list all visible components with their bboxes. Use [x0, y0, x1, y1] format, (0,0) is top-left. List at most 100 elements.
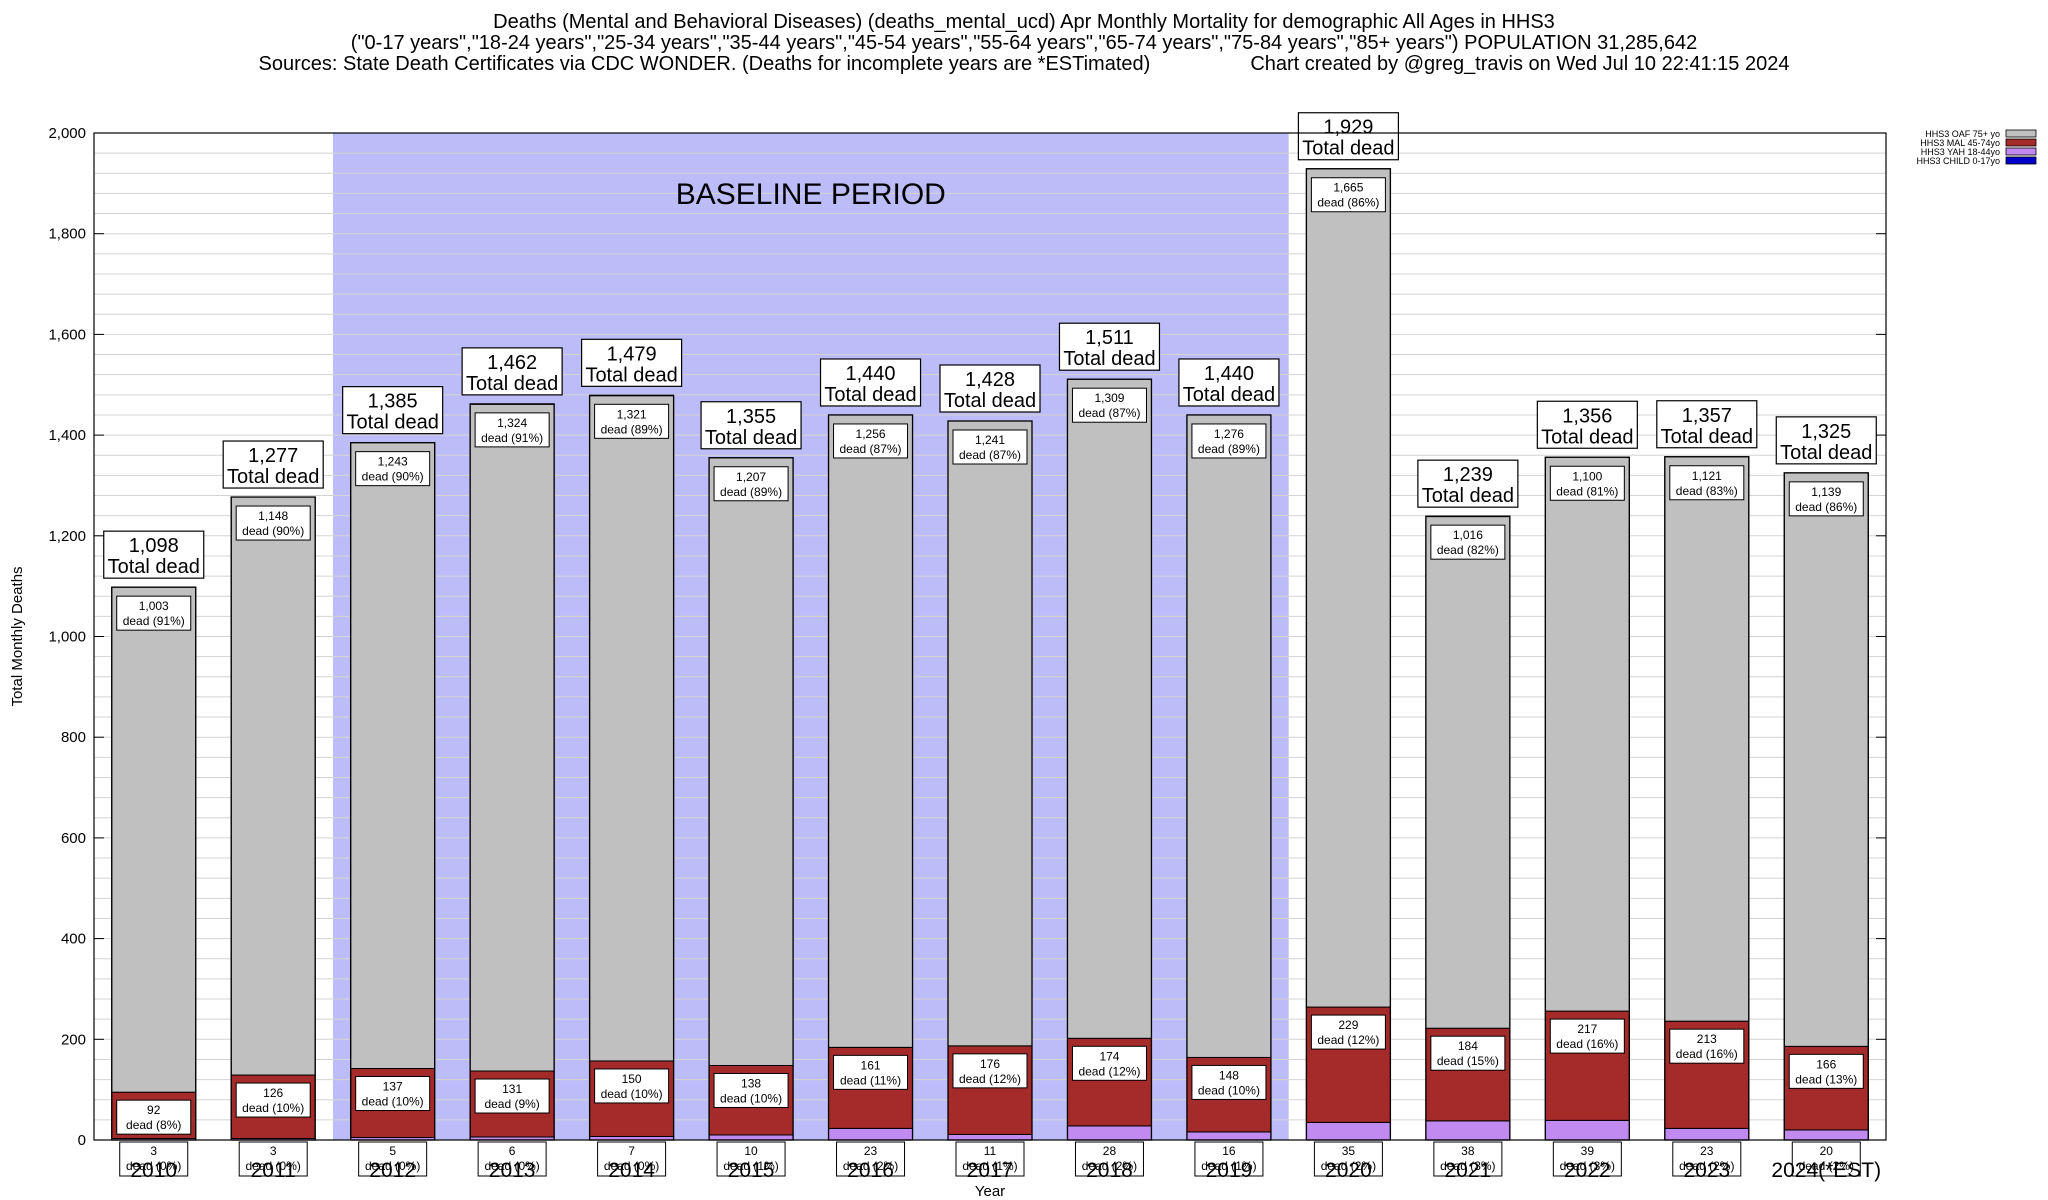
total-value-label: 1,357 — [1682, 405, 1732, 427]
total-label-box — [580, 338, 683, 387]
oaf-pct-label: dead (87%) — [1078, 406, 1140, 420]
bar-segment — [1066, 1125, 1152, 1141]
bar-segment — [708, 457, 794, 1066]
x-tick-label: 2016 — [847, 1159, 894, 1182]
oaf-label-box — [1310, 177, 1386, 213]
y-tick-label: 1,200 — [48, 528, 86, 545]
yah-pct-label: dead (0%) — [484, 1159, 539, 1173]
yah-value-label: 10 — [744, 1144, 758, 1158]
yah-pct-label: dead (3%) — [1560, 1159, 1615, 1173]
mal-pct-label: dead (16%) — [1676, 1047, 1738, 1061]
mal-label-box — [474, 1078, 550, 1114]
oaf-pct-label: dead (87%) — [840, 442, 902, 456]
mal-label-box — [235, 1082, 311, 1118]
mal-label-box — [1549, 1018, 1625, 1054]
bar-segment — [111, 586, 197, 1093]
bar-segment — [1425, 516, 1511, 1029]
x-tick-label: 2011 — [251, 1159, 296, 1182]
yah-value-label: 3 — [150, 1144, 157, 1158]
x-tick-label: 2013 — [489, 1159, 536, 1182]
legend-label: HHS3 MAL 45-74yo — [1920, 138, 2000, 148]
total-suffix-label: Total dead — [227, 466, 319, 488]
total-suffix-label: Total dead — [1302, 138, 1394, 160]
oaf-value-label: 1,665 — [1333, 181, 1363, 195]
mal-pct-label: dead (10%) — [1198, 1083, 1260, 1097]
total-value-label: 1,462 — [487, 352, 537, 374]
yah-label-box — [1552, 1141, 1622, 1177]
y-tick-label: 0 — [78, 1132, 86, 1149]
x-axis-label: Year — [975, 1183, 1005, 1200]
mal-value-label: 161 — [861, 1058, 881, 1072]
bar-segment — [947, 1133, 1033, 1141]
yah-pct-label: dead (2%) — [1321, 1159, 1376, 1173]
x-tick-label: 2023 — [1683, 1159, 1730, 1182]
mal-label-box — [1191, 1064, 1267, 1100]
bar-segment — [1664, 1127, 1750, 1141]
bar-segment — [947, 420, 1033, 1047]
y-tick-label: 1,600 — [48, 326, 86, 343]
yah-pct-label: dead (0%) — [246, 1159, 301, 1173]
mal-value-label: 166 — [1816, 1057, 1836, 1071]
x-tick-label: 2021 — [1445, 1159, 1492, 1182]
mal-pct-label: dead (10%) — [362, 1095, 424, 1109]
baseline-period-label: BASELINE PERIOD — [676, 178, 946, 211]
y-tick-label: 600 — [61, 830, 86, 847]
oaf-pct-label: dead (90%) — [362, 470, 424, 484]
yah-value-label: 7 — [628, 1144, 635, 1158]
oaf-value-label: 1,016 — [1453, 528, 1483, 542]
mal-pct-label: dead (11%) — [840, 1073, 901, 1087]
oaf-pct-label: dead (81%) — [1556, 484, 1618, 498]
oaf-value-label: 1,243 — [378, 455, 408, 469]
bar-segment — [1066, 378, 1152, 1039]
yah-pct-label: dead (2%) — [1679, 1159, 1734, 1173]
mal-label-box — [952, 1053, 1028, 1089]
yah-label-box — [477, 1141, 547, 1177]
yah-value-label: 39 — [1581, 1144, 1595, 1158]
oaf-pct-label: dead (89%) — [720, 485, 782, 499]
yah-pct-label: dead (0%) — [604, 1159, 659, 1173]
yah-value-label: 23 — [1700, 1144, 1714, 1158]
total-value-label: 1,440 — [846, 363, 896, 385]
mal-label-box — [1430, 1035, 1506, 1071]
oaf-label-box — [116, 595, 192, 631]
total-label-box — [1058, 322, 1161, 371]
y-tick-label: 1,000 — [48, 629, 86, 646]
mal-pct-label: dead (10%) — [242, 1101, 304, 1115]
oaf-pct-label: dead (91%) — [123, 614, 185, 628]
total-value-label: 1,277 — [248, 445, 298, 467]
oaf-value-label: 1,321 — [617, 407, 647, 421]
total-suffix-label: Total dead — [347, 412, 439, 434]
total-label-box — [700, 401, 802, 450]
oaf-pct-label: dead (86%) — [1795, 500, 1857, 514]
total-value-label: 1,098 — [129, 535, 179, 557]
bar-segment — [1544, 456, 1630, 1012]
oaf-value-label: 1,003 — [139, 599, 169, 613]
total-suffix-label: Total dead — [1780, 442, 1872, 464]
oaf-pct-label: dead (83%) — [1676, 484, 1738, 498]
oaf-value-label: 1,241 — [975, 433, 1005, 447]
oaf-label-box — [833, 423, 909, 459]
title-line-1: Deaths (Mental and Behavioral Diseases) … — [493, 11, 1555, 33]
total-label-box — [342, 386, 444, 435]
mal-pct-label: dead (10%) — [601, 1087, 663, 1101]
mal-value-label: 138 — [741, 1076, 761, 1090]
mal-label-box — [355, 1076, 431, 1112]
yah-pct-label: dead (0%) — [126, 1159, 181, 1173]
legend-label: HHS3 YAH 18-44yo — [1921, 147, 2000, 157]
y-tick-label: 1,800 — [48, 226, 86, 243]
mal-pct-label: dead (10%) — [720, 1091, 782, 1105]
mal-value-label: 137 — [383, 1080, 403, 1094]
y-tick-label: 400 — [61, 931, 86, 948]
total-value-label: 1,929 — [1323, 117, 1373, 139]
oaf-value-label: 1,100 — [1572, 469, 1602, 483]
yah-pct-label: dead (2%) — [843, 1159, 898, 1173]
mal-pct-label: dead (13%) — [1795, 1072, 1857, 1086]
oaf-label-box — [355, 451, 431, 487]
total-label-box — [1297, 112, 1400, 161]
bar-segment — [1186, 414, 1272, 1058]
yah-label-box — [119, 1141, 189, 1177]
mal-pct-label: dead (16%) — [1556, 1037, 1618, 1051]
mal-label-box — [594, 1068, 670, 1104]
oaf-pct-label: dead (90%) — [242, 524, 304, 538]
